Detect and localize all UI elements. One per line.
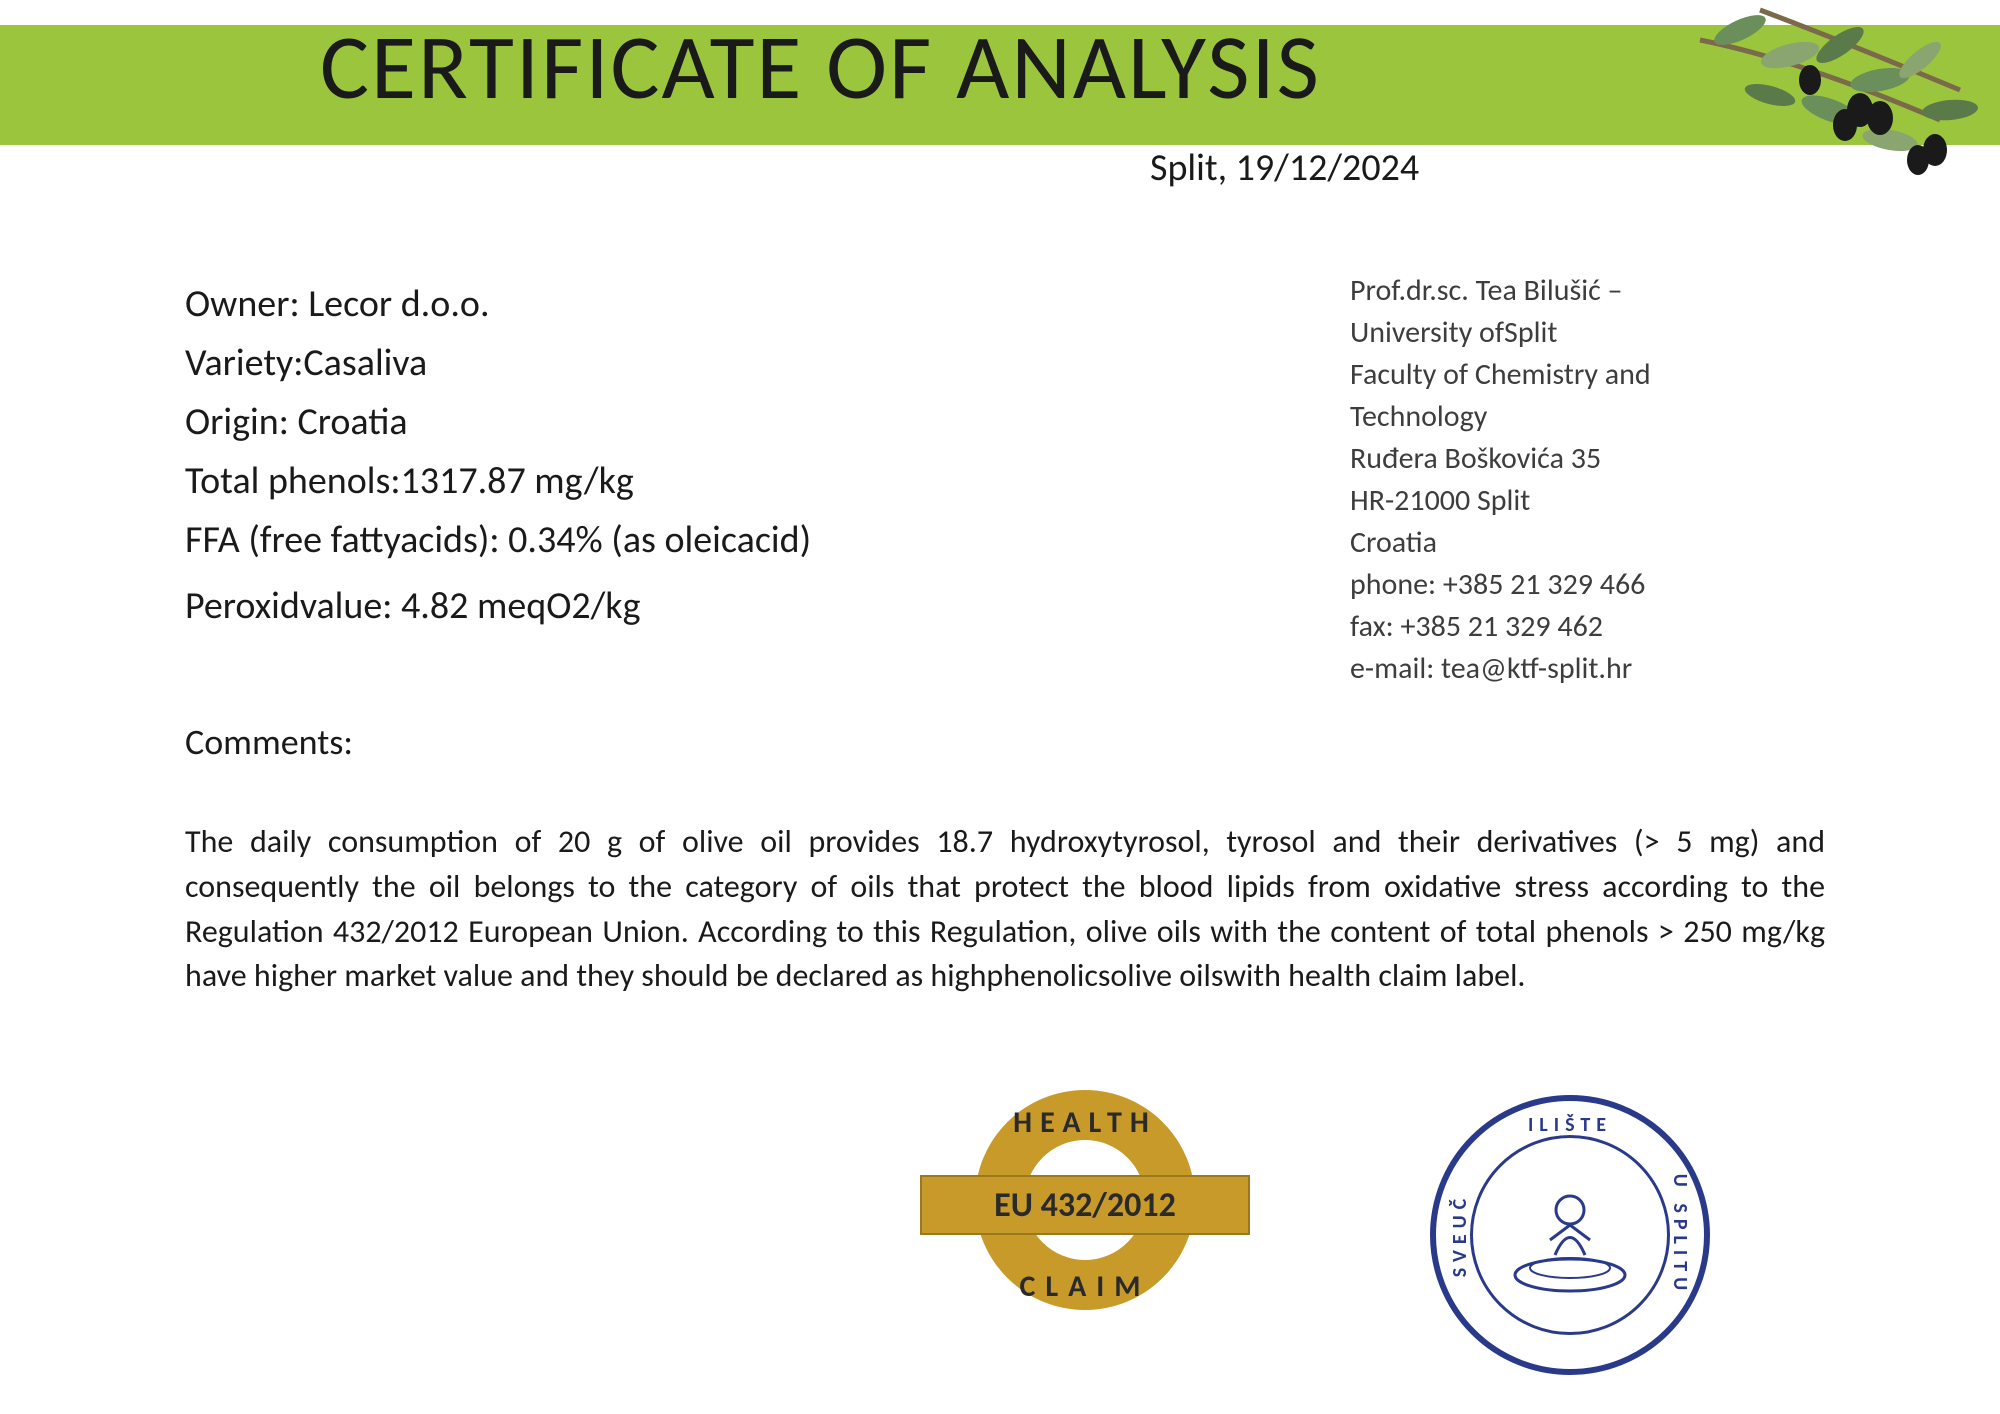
issuer-institution: University ofSplit	[1350, 312, 1651, 354]
sample-info-block: Owner: Lecor d.o.o. Variety:Casaliva Ori…	[185, 275, 811, 636]
stamp-emblem	[1470, 1135, 1670, 1335]
comments-body: The daily consumption of 20 g of olive o…	[185, 820, 1825, 999]
issuer-info-block: Prof.dr.sc. Tea Bilušić – University ofS…	[1350, 270, 1651, 690]
peroxide-line: Peroxidvalue: 4.82 meqO2/kg	[185, 577, 811, 636]
issuer-faculty-2: Technology	[1350, 396, 1651, 438]
owner-line: Owner: Lecor d.o.o.	[185, 275, 811, 334]
olive-branch-decoration	[1680, 0, 2000, 230]
university-stamp: ILIŠTE SVEUČ U SPLITU	[1430, 1095, 1710, 1375]
university-stamp-ring: ILIŠTE SVEUČ U SPLITU	[1430, 1095, 1710, 1375]
issuer-name: Prof.dr.sc. Tea Bilušić –	[1350, 270, 1651, 312]
seal-band-text: EU 432/2012	[920, 1175, 1250, 1235]
issuer-faculty-1: Faculty of Chemistry and	[1350, 354, 1651, 396]
issue-date-location: Split, 19/12/2024	[1150, 145, 1419, 191]
issuer-fax: fax: +385 21 329 462	[1350, 606, 1651, 648]
issuer-phone: phone: +385 21 329 466	[1350, 564, 1651, 606]
variety-line: Variety:Casaliva	[185, 334, 811, 393]
stamp-text-top: ILIŠTE	[1436, 1113, 1704, 1137]
seal-top-text: HEALTH	[920, 1104, 1250, 1141]
stamp-text-right: U SPLITU	[1668, 1101, 1692, 1369]
phenols-line: Total phenols:1317.87 mg/kg	[185, 452, 811, 511]
issuer-email: e-mail: tea@ktf-split.hr	[1350, 648, 1651, 690]
issuer-address-1: Ruđera Boškovića 35	[1350, 438, 1651, 480]
health-claim-seal: HEALTH EU 432/2012 CLAIM	[920, 1060, 1250, 1380]
origin-line: Origin: Croatia	[185, 393, 811, 452]
issuer-address-2: HR-21000 Split	[1350, 480, 1651, 522]
seal-bottom-text: CLAIM	[920, 1268, 1250, 1305]
ffa-line: FFA (free fattyacids): 0.34% (as oleicac…	[185, 511, 811, 570]
stamp-text-left: SVEUČ	[1448, 1101, 1472, 1369]
comments-label: Comments:	[185, 720, 353, 764]
issuer-country: Croatia	[1350, 522, 1651, 564]
certificate-title: CERTIFICATE OF ANALYSIS	[320, 10, 1321, 123]
